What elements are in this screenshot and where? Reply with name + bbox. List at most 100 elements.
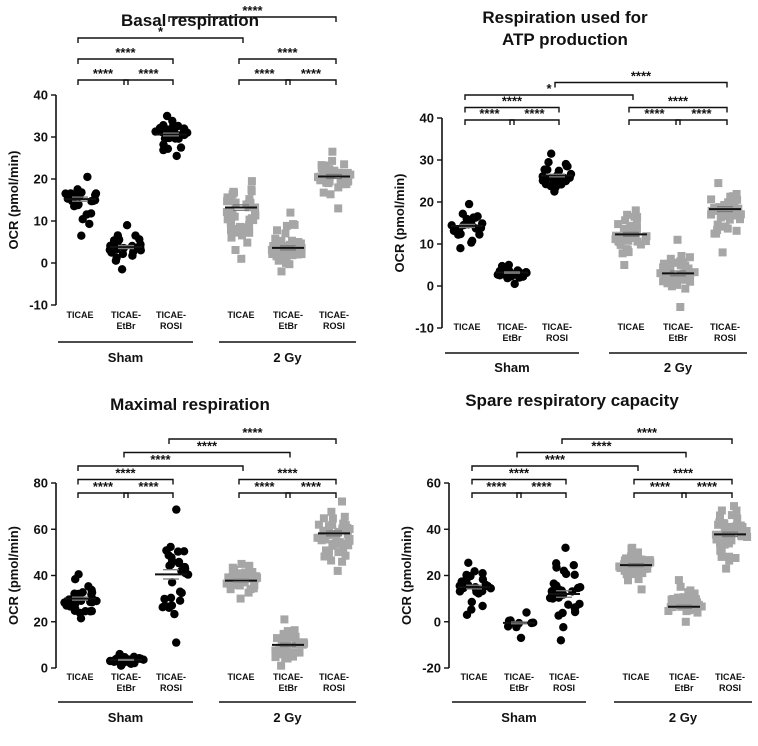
data-point xyxy=(129,247,138,257)
category-label: TICAE-ROSI xyxy=(319,310,349,331)
data-point xyxy=(229,187,238,196)
data-point xyxy=(515,273,524,282)
data-point xyxy=(707,195,716,204)
data-point xyxy=(282,251,291,260)
data-point xyxy=(522,608,531,617)
data-point xyxy=(173,547,183,556)
group-label: 2 Gy xyxy=(669,710,698,725)
data-point xyxy=(273,226,281,235)
category-label-line: TICAE xyxy=(454,322,481,332)
category-label: TICAE-EtBr xyxy=(111,310,141,331)
significance-label: **** xyxy=(486,479,507,494)
significance-label: **** xyxy=(479,106,500,121)
bracket-line xyxy=(633,478,733,485)
significance-label: **** xyxy=(150,452,171,467)
significance-label: * xyxy=(158,24,164,39)
series-3 xyxy=(155,505,193,647)
y-tick-label: 20 xyxy=(420,195,434,210)
data-point xyxy=(561,569,571,579)
data-point xyxy=(170,609,179,619)
data-point xyxy=(344,541,353,550)
bracket-line xyxy=(471,492,522,498)
y-tick-label: 20 xyxy=(34,614,48,629)
data-point xyxy=(320,552,329,561)
data-point xyxy=(503,622,513,631)
category-label-line: EtBr xyxy=(509,683,528,693)
data-point xyxy=(725,522,734,531)
category-label: TICAE-EtBr xyxy=(273,672,303,693)
data-point xyxy=(718,248,727,257)
category-label: TICAE-EtBr xyxy=(669,672,699,693)
data-point xyxy=(319,514,328,523)
data-point xyxy=(66,189,75,198)
data-point xyxy=(541,174,550,183)
bracket-line xyxy=(238,492,291,498)
group-label: Sham xyxy=(108,350,143,365)
significance-label: **** xyxy=(631,69,652,84)
data-point xyxy=(231,228,240,237)
data-point xyxy=(633,213,642,221)
significance-label: **** xyxy=(93,479,114,494)
significance-label: **** xyxy=(545,452,566,467)
data-point xyxy=(716,213,725,222)
data-point xyxy=(159,145,168,155)
category-label-line: TICAE xyxy=(618,322,645,332)
bracket-line xyxy=(628,106,728,113)
data-point xyxy=(164,602,173,611)
data-point xyxy=(733,514,742,523)
category-label-line: ROSI xyxy=(323,683,345,693)
series-6 xyxy=(314,147,355,213)
data-point xyxy=(334,527,343,536)
y-tick-label: 40 xyxy=(34,568,48,583)
data-point xyxy=(234,573,243,582)
significance-bracket: **** xyxy=(681,479,733,498)
data-point xyxy=(684,588,693,597)
data-point xyxy=(164,551,173,560)
significance-label: **** xyxy=(531,479,552,494)
y-tick-label: 60 xyxy=(34,522,48,537)
series-2 xyxy=(493,260,531,289)
significance-bracket: **** xyxy=(675,106,728,125)
data-point xyxy=(456,244,465,253)
data-point xyxy=(632,219,641,228)
significance-bracket: **** xyxy=(628,106,681,125)
data-point xyxy=(73,185,82,194)
data-point xyxy=(344,535,353,544)
significance-label: **** xyxy=(254,66,275,81)
bracket-line xyxy=(123,451,291,458)
category-label-line: ROSI xyxy=(546,333,568,343)
data-point xyxy=(341,173,350,182)
data-point xyxy=(167,578,177,587)
category-label: TICAE-ROSI xyxy=(715,672,745,693)
data-point xyxy=(85,219,94,229)
category-label: TICAE-ROSI xyxy=(710,322,740,343)
series-6 xyxy=(707,179,745,257)
y-tick-label: -20 xyxy=(422,661,441,676)
data-point xyxy=(570,607,580,617)
significance-label: **** xyxy=(524,106,545,121)
data-point xyxy=(727,511,736,520)
chart-title: Basal respiration xyxy=(121,11,259,30)
data-point xyxy=(277,661,286,670)
data-point xyxy=(270,244,279,253)
data-point xyxy=(281,229,290,238)
data-point xyxy=(280,615,289,624)
significance-label: * xyxy=(546,81,552,96)
data-point xyxy=(245,221,254,230)
chart-title: ATP production xyxy=(502,30,628,49)
data-point xyxy=(273,634,281,643)
chart-title: Respiration used for xyxy=(482,8,648,27)
bracket-line xyxy=(168,16,337,22)
y-axis-label: OCR (pmol/min) xyxy=(399,526,414,625)
data-point xyxy=(478,569,487,578)
significance-label: **** xyxy=(301,479,322,494)
data-point xyxy=(554,585,563,594)
significance-label: **** xyxy=(197,439,218,454)
data-point xyxy=(334,183,343,192)
significance-bracket: **** xyxy=(77,45,174,64)
data-point xyxy=(245,228,254,237)
category-label-line: EtBr xyxy=(116,683,135,693)
data-point xyxy=(462,575,471,585)
significance-label: **** xyxy=(637,425,658,440)
data-point xyxy=(340,160,349,169)
